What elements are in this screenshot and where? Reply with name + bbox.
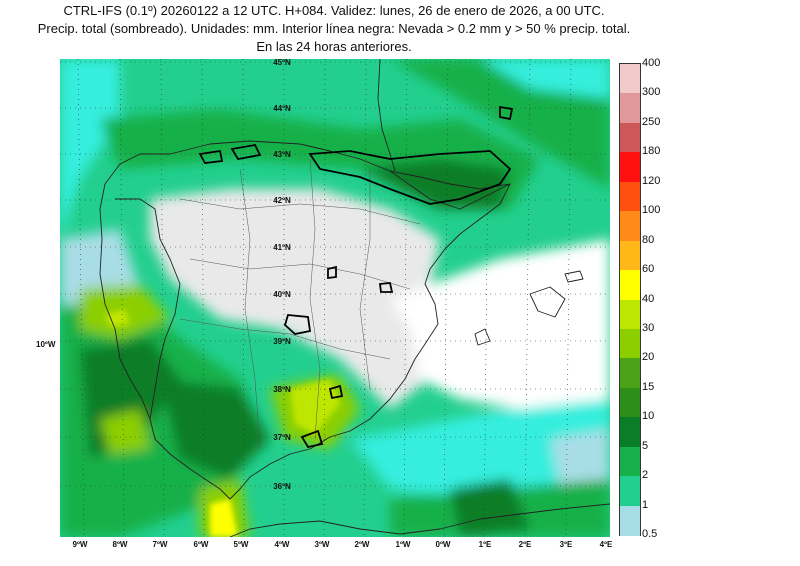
side-longitude-label: 10ºW: [36, 340, 56, 349]
colorbar-label: 5: [642, 439, 649, 452]
latitude-label: 44ºN: [273, 104, 291, 113]
colorbar-label: 300: [642, 86, 661, 99]
colorbar-segment: [620, 211, 640, 242]
coast-north-africa: [229, 503, 610, 537]
admin-border: [179, 318, 391, 360]
latitude-labels: 45ºN 44ºN 43ºN 42ºN 41ºN 40ºN 39ºN 38ºN 37ºN 36ºN: [273, 59, 291, 491]
colorbar-label: 60: [642, 263, 655, 276]
precip-area: [390, 59, 610, 189]
latitude-label: 40ºN: [273, 290, 291, 299]
snow-contour: [300, 429, 324, 449]
latitude-label: 45ºN: [273, 59, 291, 67]
admin-border: [239, 168, 261, 450]
colorbar-label: 20: [642, 351, 655, 364]
latitude-label: 41ºN: [273, 243, 291, 252]
snow-contour: [327, 265, 337, 280]
latitude-label: 42ºN: [273, 196, 291, 205]
precip-area: [350, 389, 610, 499]
longitude-label: 8ºW: [112, 540, 128, 549]
longitude-label: 2ºW: [354, 540, 370, 549]
precip-area: [290, 379, 340, 434]
precip-area: [60, 59, 120, 239]
latitude-label: 37ºN: [273, 433, 291, 442]
colorbar-label: 100: [642, 204, 661, 217]
admin-border: [179, 198, 421, 225]
colorbar-label: 120: [642, 174, 661, 187]
precip-area: [550, 429, 610, 489]
border-portugal: [115, 198, 181, 420]
colorbar-label: 2: [642, 469, 649, 482]
island-mallorca: [529, 286, 566, 318]
colorbar-segment: [620, 181, 640, 212]
longitude-label: 9ºW: [72, 540, 88, 549]
precip-area: [160, 379, 270, 479]
snow-contour: [378, 282, 394, 293]
latitude-label: 39ºN: [273, 337, 291, 346]
title-line-3: En las 24 horas anteriores.: [256, 39, 412, 54]
longitude-label: 4ºE: [599, 540, 613, 549]
latitude-label: 43ºN: [273, 150, 291, 159]
precipitation-map: 45ºN 44ºN 43ºN 42ºN 41ºN 40ºN 39ºN 38ºN 37ºN 36ºN: [60, 59, 610, 537]
longitude-label: 6ºW: [193, 540, 209, 549]
longitude-label: 1ºE: [478, 540, 492, 549]
colorbar-segment: [620, 476, 640, 507]
precip-area: [100, 409, 150, 454]
precip-area: [450, 479, 530, 537]
island-menorca: [564, 270, 584, 283]
admin-border: [309, 158, 321, 440]
coastline-iberia: [99, 140, 511, 500]
colorbar-segment: [620, 446, 640, 477]
colorbar: [619, 63, 641, 536]
colorbar-label: 180: [642, 145, 661, 158]
latitude-label: 36ºN: [273, 482, 291, 491]
snow-contour: [499, 105, 514, 121]
longitude-label: 5ºW: [233, 540, 249, 549]
admin-border: [189, 258, 411, 290]
colorbar-segment: [620, 387, 640, 418]
precip-area: [105, 309, 130, 327]
colorbar-label: 400: [642, 57, 661, 69]
island-ibiza: [474, 328, 491, 346]
precip-area: [390, 239, 610, 409]
colorbar-segment: [620, 152, 640, 183]
snow-contour: [328, 384, 344, 400]
colorbar-segment: [620, 328, 640, 359]
longitude-label: 2ºE: [518, 540, 532, 549]
title-line-1: CTRL-IFS (0.1º) 20260122 a 12 UTC. H+084…: [63, 3, 605, 18]
longitude-label: 0ºW: [435, 540, 451, 549]
longitude-label: 1ºW: [395, 540, 411, 549]
longitude-label: 3ºE: [559, 540, 573, 549]
colorbar-label: 40: [642, 292, 655, 305]
longitude-label: 3ºW: [314, 540, 330, 549]
colorbar-segment: [620, 299, 640, 330]
colorbar-label: 1: [642, 498, 649, 511]
admin-border: [359, 169, 371, 390]
colorbar-segment: [620, 505, 640, 536]
colorbar-label: 10: [642, 410, 655, 423]
title-line-2: Precip. total (sombreado). Unidades: mm.…: [37, 21, 631, 36]
colorbar-label: 80: [642, 233, 655, 246]
colorbar-segment: [620, 358, 640, 389]
snow-contour: [283, 314, 312, 335]
colorbar-segment: [620, 122, 640, 153]
precip-area: [150, 189, 440, 409]
colorbar-label: 30: [642, 321, 655, 334]
longitude-label: 7ºW: [152, 540, 168, 549]
colorbar-label: 250: [642, 115, 661, 128]
colorbar-segment: [620, 417, 640, 448]
snow-contour: [198, 149, 224, 164]
snow-contour: [308, 150, 512, 205]
colorbar-segment: [620, 93, 640, 124]
colorbar-segment: [620, 64, 640, 94]
colorbar-label: 15: [642, 380, 655, 393]
longitude-label: 4ºW: [274, 540, 290, 549]
colorbar-segment: [620, 270, 640, 300]
colorbar-label: 0.5: [642, 528, 658, 540]
latitude-label: 38ºN: [273, 385, 291, 394]
precip-area: [210, 499, 238, 537]
snow-contour: [230, 143, 262, 160]
colorbar-segment: [620, 240, 640, 271]
precip-area: [360, 159, 510, 209]
